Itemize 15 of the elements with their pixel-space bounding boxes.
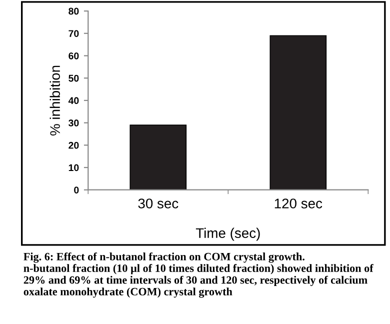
x-tick-label: 120 sec (274, 198, 322, 208)
y-tick-label: 80 (68, 8, 79, 15)
y-tick-label: 0 (74, 186, 79, 194)
text: Fig. 6: Effect of n-butanol fraction on COM crystal growth. (24, 252, 304, 263)
text: n-butanol fraction (10 µl of 10 times diluted fraction) showed inhibition of 29% and 69% at time intervals of 30 and 120 sec, respectively of calcium oxalate monohydrate (COM) crystal growth (24, 264, 374, 298)
y-tick-label: 10 (68, 164, 79, 172)
y-tick-label: 60 (68, 52, 79, 60)
y-tick-label: 30 (68, 120, 79, 126)
y-tick-label: 70 (68, 30, 79, 37)
x-axis-title: Time (sec) (196, 228, 260, 241)
x-tick-label: 30 sec (138, 198, 178, 208)
y-tick-label: 50 (68, 74, 79, 82)
y-tick-label: 20 (68, 142, 79, 149)
y-tick-label: 40 (68, 97, 79, 104)
y-axis-title: % inhibition (50, 66, 60, 136)
